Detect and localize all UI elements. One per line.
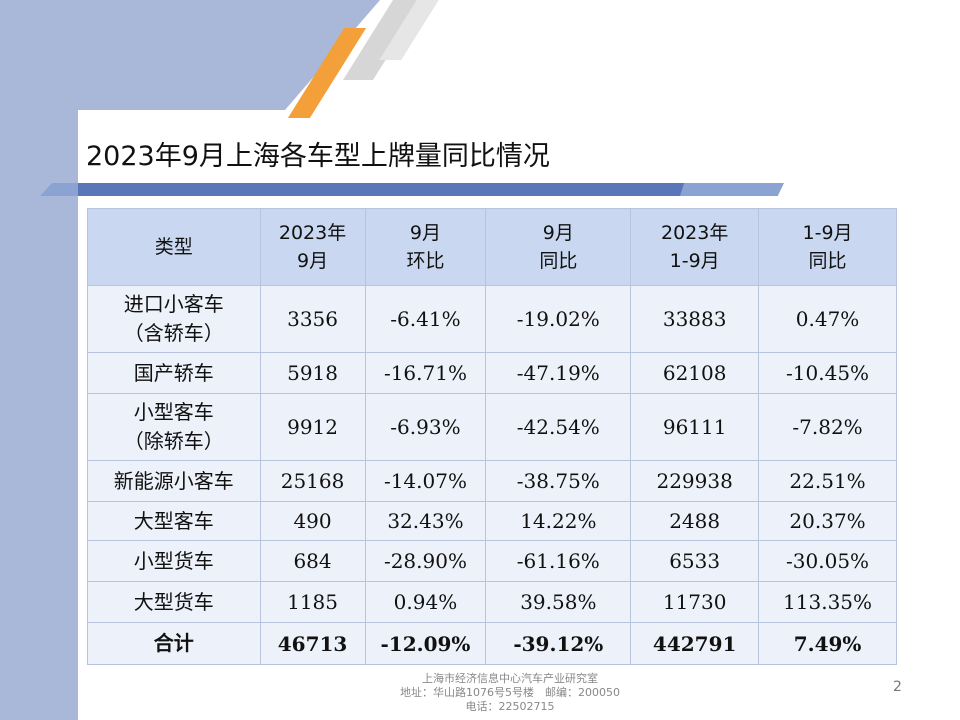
cell-ytd-2023: 33883	[630, 285, 760, 353]
row-label: 小型客车 （除轿车）	[87, 393, 261, 461]
table-total-row: 合计 46713 -12.09% -39.12% 442791 7.49%	[87, 622, 897, 665]
cell-sep-mom: -6.41%	[364, 285, 487, 353]
cell-ytd-yoy: 22.51%	[758, 460, 897, 502]
cell-ytd-2023: 2488	[630, 501, 760, 541]
cell-ytd-2023: 442791	[630, 622, 760, 665]
cell-sep-2023: 3356	[259, 285, 366, 353]
cell-ytd-yoy: -10.45%	[758, 352, 897, 394]
footer-contact: 上海市经济信息中心汽车产业研究室 地址：华山路1076号5号楼 邮编：20005…	[340, 672, 680, 714]
cell-sep-2023: 490	[259, 501, 366, 541]
cell-sep-yoy: 14.22%	[485, 501, 632, 541]
cell-ytd-yoy: 0.47%	[758, 285, 897, 353]
cell-ytd-2023: 6533	[630, 540, 760, 582]
table-row: 进口小客车 （含轿车） 3356 -6.41% -19.02% 33883 0.4…	[87, 285, 897, 353]
cell-sep-yoy: -19.02%	[485, 285, 632, 353]
footer-phone: 电话：22502715	[465, 700, 555, 713]
cell-ytd-yoy: -7.82%	[758, 393, 897, 461]
cell-sep-yoy: 39.58%	[485, 581, 632, 623]
header-type: 类型	[87, 208, 261, 286]
row-label: 新能源小客车	[87, 460, 261, 502]
title-underline	[78, 183, 688, 196]
table-row: 新能源小客车 25168 -14.07% -38.75% 229938 22.5…	[87, 460, 897, 502]
cell-ytd-2023: 96111	[630, 393, 760, 461]
cell-sep-2023: 25168	[259, 460, 366, 502]
cell-ytd-yoy: 20.37%	[758, 501, 897, 541]
cell-sep-2023: 46713	[259, 622, 366, 665]
row-label: 小型货车	[87, 540, 261, 582]
cell-sep-yoy: -61.16%	[485, 540, 632, 582]
row-label: 大型客车	[87, 501, 261, 541]
total-label: 合计	[87, 622, 261, 665]
cell-ytd-2023: 229938	[630, 460, 760, 502]
table-row: 大型客车 490 32.43% 14.22% 2488 20.37%	[87, 501, 897, 541]
footer-address: 地址：华山路1076号5号楼 邮编：200050	[400, 686, 620, 699]
cell-sep-mom: -16.71%	[364, 352, 487, 394]
cell-sep-yoy: -38.75%	[485, 460, 632, 502]
cell-sep-mom: -14.07%	[364, 460, 487, 502]
cell-ytd-yoy: 113.35%	[758, 581, 897, 623]
cell-sep-yoy: -39.12%	[485, 622, 632, 665]
cell-sep-mom: -28.90%	[364, 540, 487, 582]
header-ytd-2023: 2023年 1-9月	[630, 208, 760, 286]
cell-sep-mom: -6.93%	[364, 393, 487, 461]
cell-sep-mom: 32.43%	[364, 501, 487, 541]
title-underline-right	[680, 183, 784, 196]
footer-org: 上海市经济信息中心汽车产业研究室	[422, 672, 598, 685]
header-sep-mom: 9月 环比	[364, 208, 487, 286]
header-sep-yoy: 9月 同比	[485, 208, 632, 286]
cell-sep-yoy: -47.19%	[485, 352, 632, 394]
cell-sep-mom: 0.94%	[364, 581, 487, 623]
cell-sep-2023: 9912	[259, 393, 366, 461]
cell-sep-2023: 5918	[259, 352, 366, 394]
page-number: 2	[893, 679, 902, 695]
cell-sep-2023: 684	[259, 540, 366, 582]
row-label: 国产轿车	[87, 352, 261, 394]
table-row: 大型货车 1185 0.94% 39.58% 11730 113.35%	[87, 581, 897, 623]
slide-title: 2023年9月上海各车型上牌量同比情况	[86, 141, 550, 172]
table-row: 小型客车 （除轿车） 9912 -6.93% -42.54% 96111 -7.8…	[87, 393, 897, 461]
title-underline-left	[40, 183, 80, 196]
cell-sep-2023: 1185	[259, 581, 366, 623]
cell-sep-yoy: -42.54%	[485, 393, 632, 461]
table-header-row: 类型 2023年 9月 9月 环比 9月 同比 2023年 1-9月 1-9月 同比	[87, 208, 897, 286]
cell-ytd-2023: 11730	[630, 581, 760, 623]
table-row: 小型货车 684 -28.90% -61.16% 6533 -30.05%	[87, 540, 897, 582]
header-sep-2023: 2023年 9月	[259, 208, 366, 286]
cell-ytd-yoy: -30.05%	[758, 540, 897, 582]
vehicle-registration-table: 类型 2023年 9月 9月 环比 9月 同比 2023年 1-9月 1-9月 同比 进口…	[87, 208, 897, 665]
cell-ytd-yoy: 7.49%	[758, 622, 897, 665]
row-label: 大型货车	[87, 581, 261, 623]
row-label: 进口小客车 （含轿车）	[87, 285, 261, 353]
table-row: 国产轿车 5918 -16.71% -47.19% 62108 -10.45%	[87, 352, 897, 394]
header-ytd-yoy: 1-9月 同比	[758, 208, 897, 286]
cell-ytd-2023: 62108	[630, 352, 760, 394]
side-panel	[0, 0, 78, 720]
cell-sep-mom: -12.09%	[364, 622, 487, 665]
